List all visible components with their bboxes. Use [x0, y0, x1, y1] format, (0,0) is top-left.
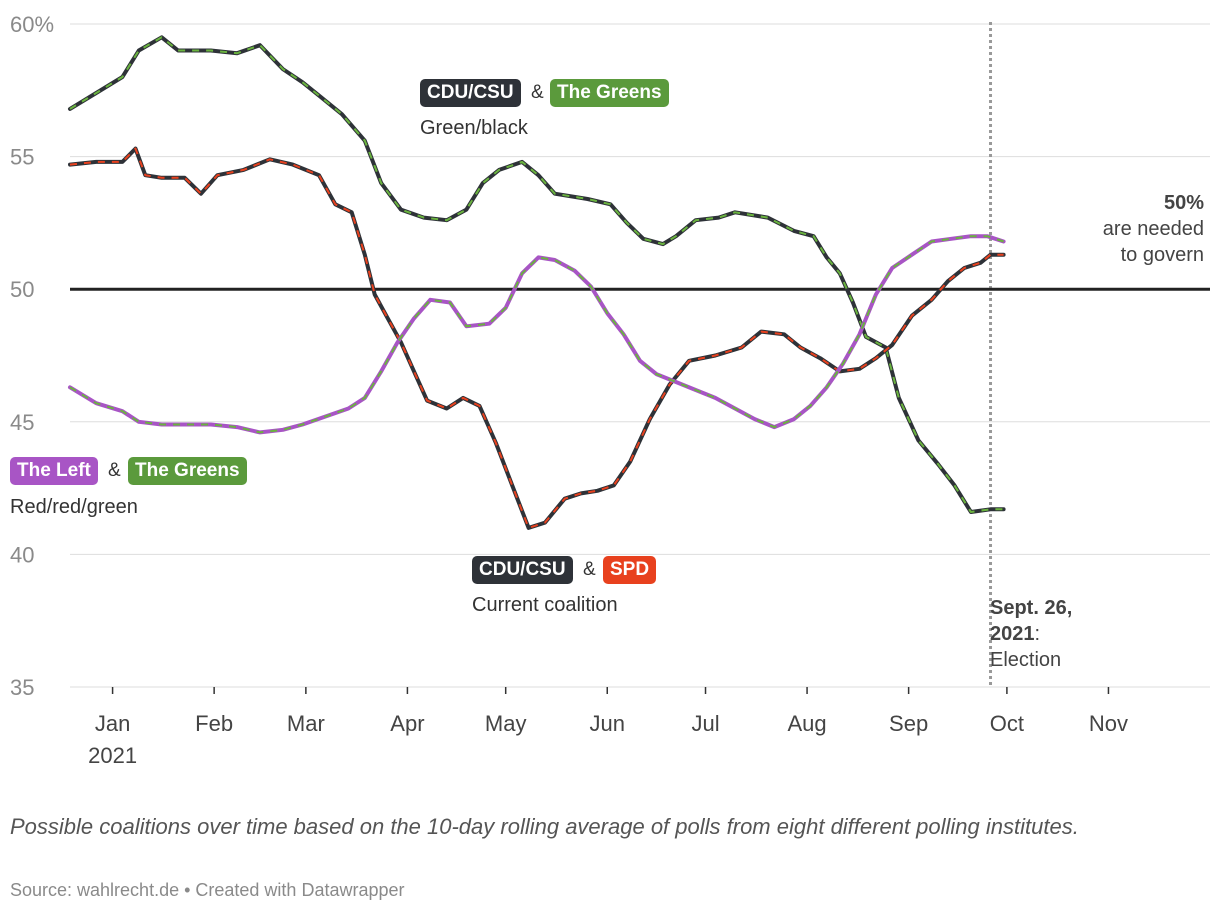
line-cdu_greens-dash [69, 36, 1004, 513]
pill-greens: The Greens [550, 79, 669, 107]
pill-cdu: CDU/CSU [420, 79, 521, 107]
x-tick-label-Jun: Jun [589, 711, 624, 736]
y-axis-ticks: 35 40 45 50 55 60% [10, 12, 54, 700]
x-tick-label-Feb: Feb [195, 711, 233, 736]
series-sublabel: Green/black [420, 117, 528, 139]
y-tick-label-40: 40 [10, 542, 34, 567]
election-label: Election [990, 649, 1062, 671]
line-cdu_greens-base [68, 35, 1006, 514]
x-tick-label-Jul: Jul [691, 711, 719, 736]
y-tick-label-50: 50 [10, 277, 34, 302]
series-lines [68, 35, 1006, 530]
x-tick-label-Jan: Jan [95, 711, 130, 736]
x-tick-label-Apr: Apr [390, 711, 424, 736]
y-tick-label-60: 60% [10, 12, 54, 37]
ampersand: & [531, 82, 544, 103]
x-tick-label-May: May [485, 711, 527, 736]
x-tick-label-Nov: Nov [1089, 711, 1128, 736]
threshold-value: 50% [1163, 192, 1204, 214]
y-tick-label-35: 35 [10, 675, 34, 700]
line-left_greens-dash [69, 235, 1004, 434]
series-sublabel: Red/red/green [10, 496, 138, 518]
election-colon: : [1034, 623, 1041, 645]
pill-spd: SPD [603, 556, 657, 584]
y-tick-label-55: 55 [10, 145, 34, 170]
pill-cdu: CDU/CSU [472, 556, 573, 584]
ampersand: & [583, 559, 596, 580]
election-date-1: Sept. 26, [990, 597, 1073, 619]
line-cdu_spd-dash [69, 147, 1004, 529]
x-year-label: 2021 [88, 743, 137, 768]
gridlines [70, 23, 1210, 688]
threshold-line2: to govern [1120, 244, 1204, 266]
ampersand: & [108, 460, 121, 481]
x-axis: Jan Feb Mar Apr May Jun Jul Aug Sep Oct Nov 2021 [88, 687, 1128, 768]
election-date-2: 2021 [990, 623, 1035, 645]
chart: 35 40 45 50 55 60% Jan Feb Mar Apr May Jun Jul Aug Se… [10, 12, 1210, 768]
caption: Possible coalitions over time based on t… [10, 814, 1079, 839]
threshold-annotation: 50% are needed to govern [1103, 190, 1204, 268]
pill-left: The Left [10, 457, 98, 485]
source: Source: wahlrecht.de • Created with Data… [10, 880, 405, 900]
pill-greens: The Greens [128, 457, 247, 485]
y-tick-label-45: 45 [10, 410, 34, 435]
series-sublabel: Current coalition [472, 594, 618, 616]
x-tick-label-Oct: Oct [990, 711, 1024, 736]
election-annotation: Sept. 26, 2021: Election [990, 595, 1072, 673]
x-tick-label-Mar: Mar [287, 711, 325, 736]
x-tick-label-Aug: Aug [787, 711, 826, 736]
threshold-line1: are needed [1102, 218, 1204, 240]
x-tick-label-Sep: Sep [889, 711, 928, 736]
